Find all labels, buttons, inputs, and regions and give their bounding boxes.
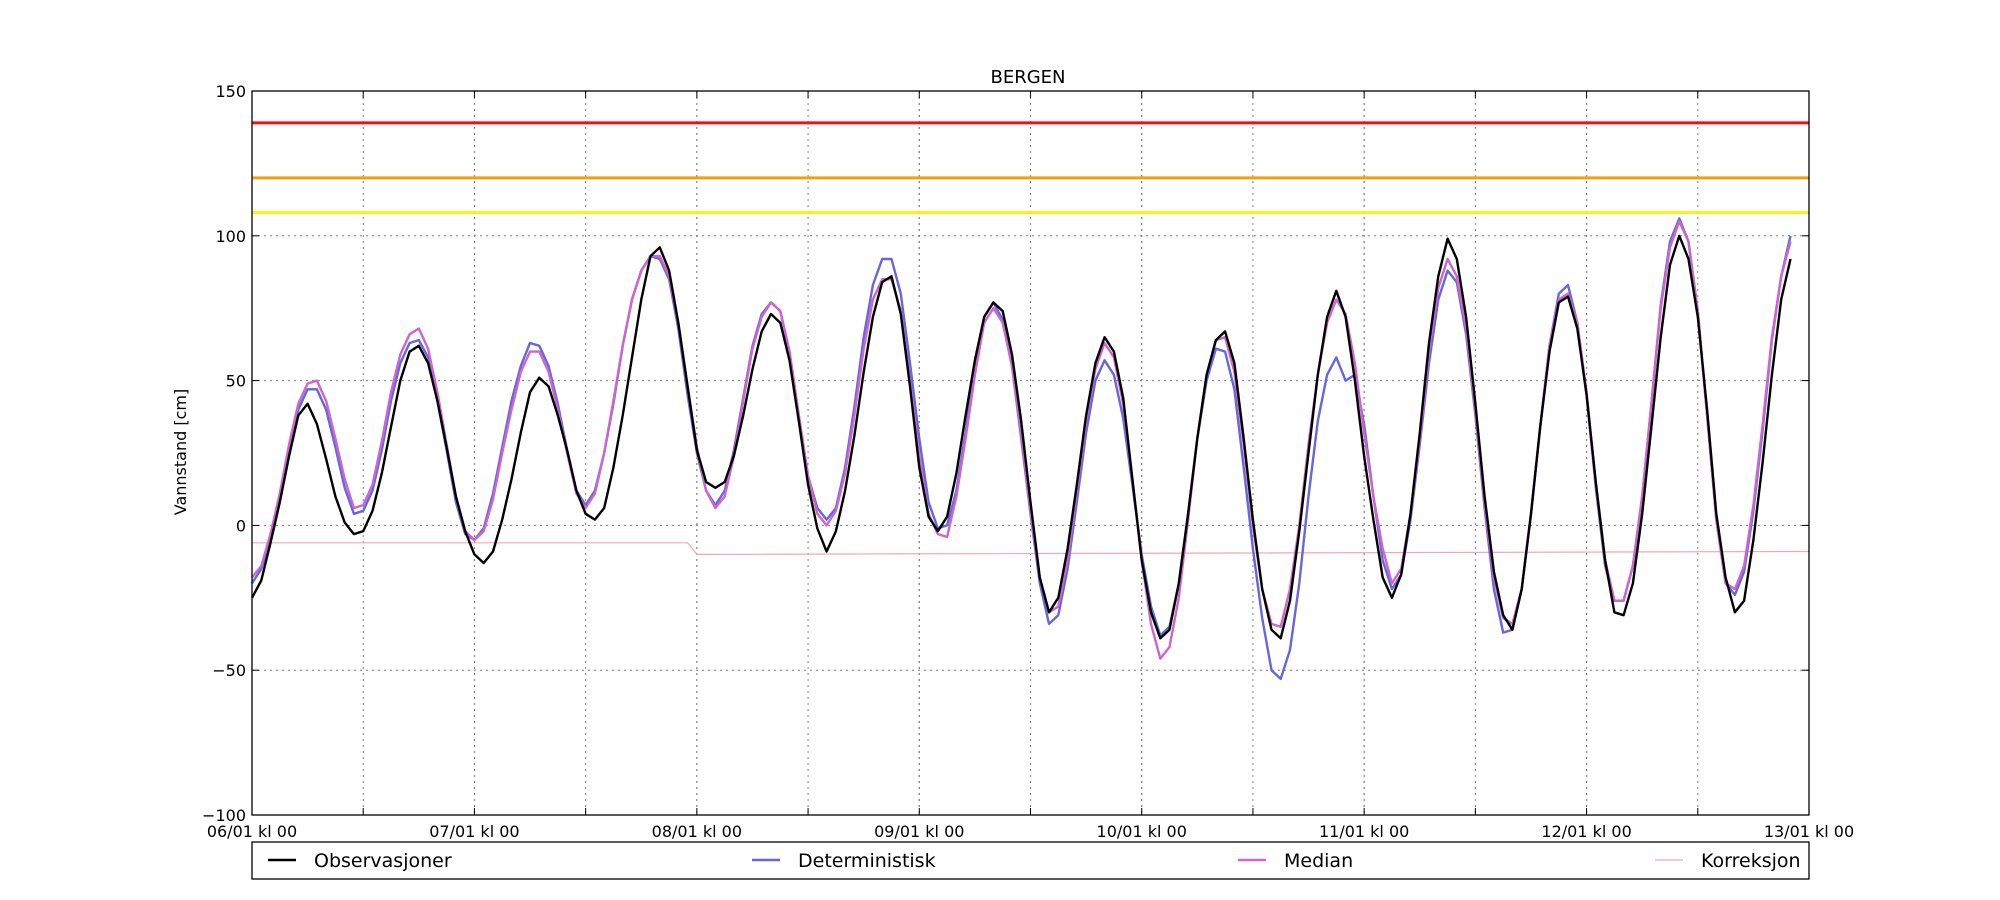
legend-label: Median: [1284, 850, 1353, 872]
y-tick-label: 0: [236, 516, 246, 535]
legend-box: [251, 841, 1810, 880]
legend: Observasjoner Deterministisk Median Korreks…: [251, 841, 1810, 880]
series-line-deterministisk: [250, 217, 1792, 681]
series-line-observasjoner: [250, 234, 1792, 640]
x-tick-label: 09/01 kl 00: [874, 822, 964, 841]
series-group: [250, 217, 1810, 681]
x-ticks: 06/01 kl 00 07/01 kl 00 08/01 kl 00 09/01 k…: [207, 91, 1854, 841]
series-line-median: [251, 220, 1792, 660]
x-tick-label: 10/01 kl 00: [1097, 822, 1187, 841]
x-tick-label: 13/01 kl 00: [1764, 822, 1854, 841]
threshold-lines: [252, 121, 1809, 215]
legend-label: Observasjoner: [314, 850, 452, 872]
legend-label: Deterministisk: [798, 850, 936, 872]
chart-title: BERGEN: [990, 67, 1065, 88]
y-tick-label: 50: [226, 372, 246, 391]
y-ticks: −100 −50 0 50 100 150: [202, 82, 1809, 825]
y-tick-label: 100: [215, 227, 246, 246]
legend-label: Korreksjon: [1701, 850, 1801, 872]
y-tick-label: 150: [215, 82, 246, 101]
y-tick-label: −50: [212, 661, 246, 680]
x-tick-label: 07/01 kl 00: [429, 822, 519, 841]
x-tick-label: 11/01 kl 00: [1319, 822, 1409, 841]
y-tick-label: −100: [202, 806, 246, 825]
grid-lines: [252, 91, 1809, 815]
x-tick-label: 08/01 kl 00: [652, 822, 742, 841]
x-tick-label: 06/01 kl 00: [207, 822, 297, 841]
x-tick-label: 12/01 kl 00: [1541, 822, 1631, 841]
y-axis-label: Vannstand [cm]: [171, 389, 190, 515]
